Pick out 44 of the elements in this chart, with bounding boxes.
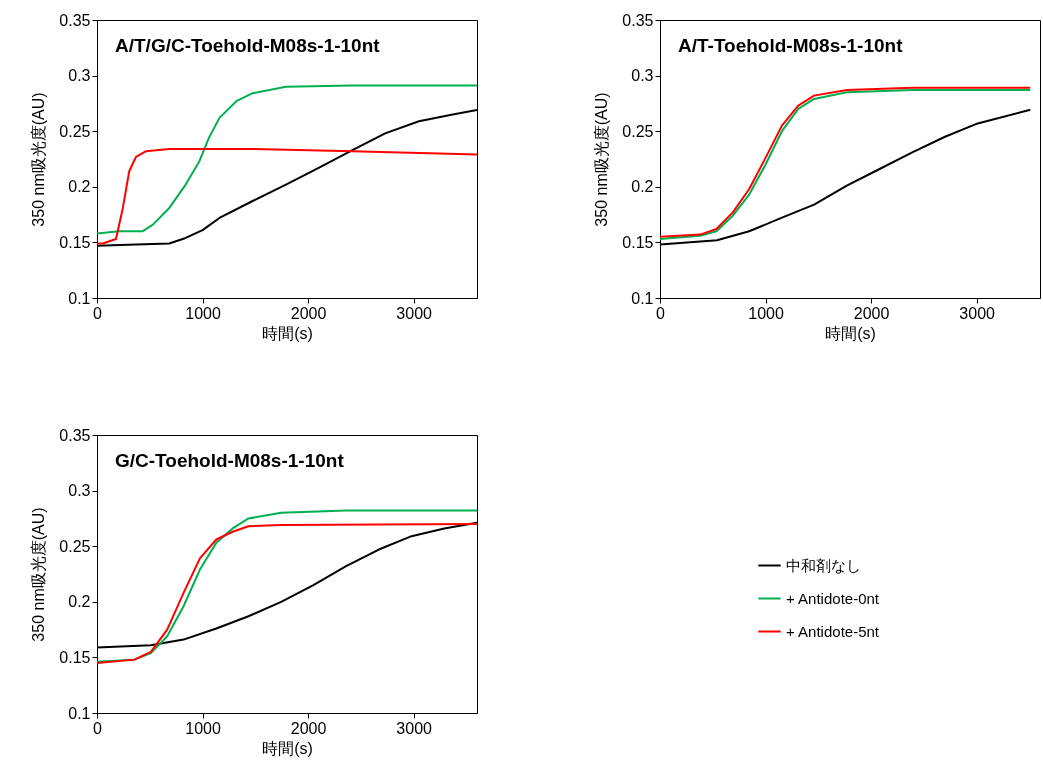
y-tick-label: 0.2: [68, 178, 91, 196]
text: G/C-Toehold-M08s-1-10nt: [115, 450, 345, 471]
x-axis-title: 時間(s): [262, 324, 313, 342]
x-tick-label: 1000: [185, 719, 221, 737]
y-axis-title: 350 nm吸光度(AU): [593, 92, 611, 227]
x-axis-title: 時間(s): [825, 324, 876, 342]
y-tick-label: 0.35: [622, 11, 654, 29]
legend-label: + Antidote-0nt: [786, 589, 880, 607]
y-tick-label: 0.15: [59, 648, 91, 666]
x-tick-label: 3000: [396, 719, 433, 737]
x-tick-label: 1000: [748, 304, 784, 322]
y-tick-label: 0.15: [622, 233, 654, 251]
x-tick-label: 3000: [959, 304, 996, 322]
x-tick-label: 2000: [290, 719, 327, 737]
line-series: [97, 84, 477, 235]
text: A/T/G/C-Toehold-M08s-1-10nt: [115, 35, 381, 56]
y-axis-title: 350 nm吸光度(AU): [30, 92, 48, 227]
x-tick-label: 0: [93, 304, 103, 322]
legend-label: + Antidote-5nt: [786, 622, 880, 640]
x-tick-label: 2000: [290, 304, 327, 322]
x-tick-label: 3000: [396, 304, 433, 322]
y-tick-label: 0.3: [631, 67, 654, 85]
y-tick-label: 0.25: [59, 122, 91, 140]
y-axis-title: 350 nm吸光度(AU): [30, 507, 48, 642]
y-tick-label: 0.25: [622, 122, 654, 140]
x-tick-label: 1000: [185, 304, 221, 322]
y-tick-label: 0.2: [68, 593, 91, 611]
y-tick-label: 0.3: [68, 482, 91, 500]
y-tick-label: 0.35: [59, 11, 91, 29]
text: A/T-Toehold-M08s-1-10nt: [678, 35, 904, 56]
y-tick-label: 0.1: [631, 289, 654, 307]
y-tick-label: 0.15: [59, 233, 91, 251]
y-tick-label: 0.1: [68, 289, 91, 307]
line-series: [97, 147, 477, 245]
y-tick-label: 0.1: [68, 704, 91, 722]
y-tick-label: 0.35: [59, 426, 91, 444]
y-tick-label: 0.2: [631, 178, 654, 196]
y-tick-label: 0.25: [59, 537, 91, 555]
x-tick-label: 2000: [853, 304, 890, 322]
y-tick-label: 0.3: [68, 67, 91, 85]
x-axis-title: 時間(s): [262, 739, 313, 757]
legend-label: 中和剤なし: [786, 556, 861, 574]
x-tick-label: 0: [93, 719, 103, 737]
x-tick-label: 0: [656, 304, 666, 322]
